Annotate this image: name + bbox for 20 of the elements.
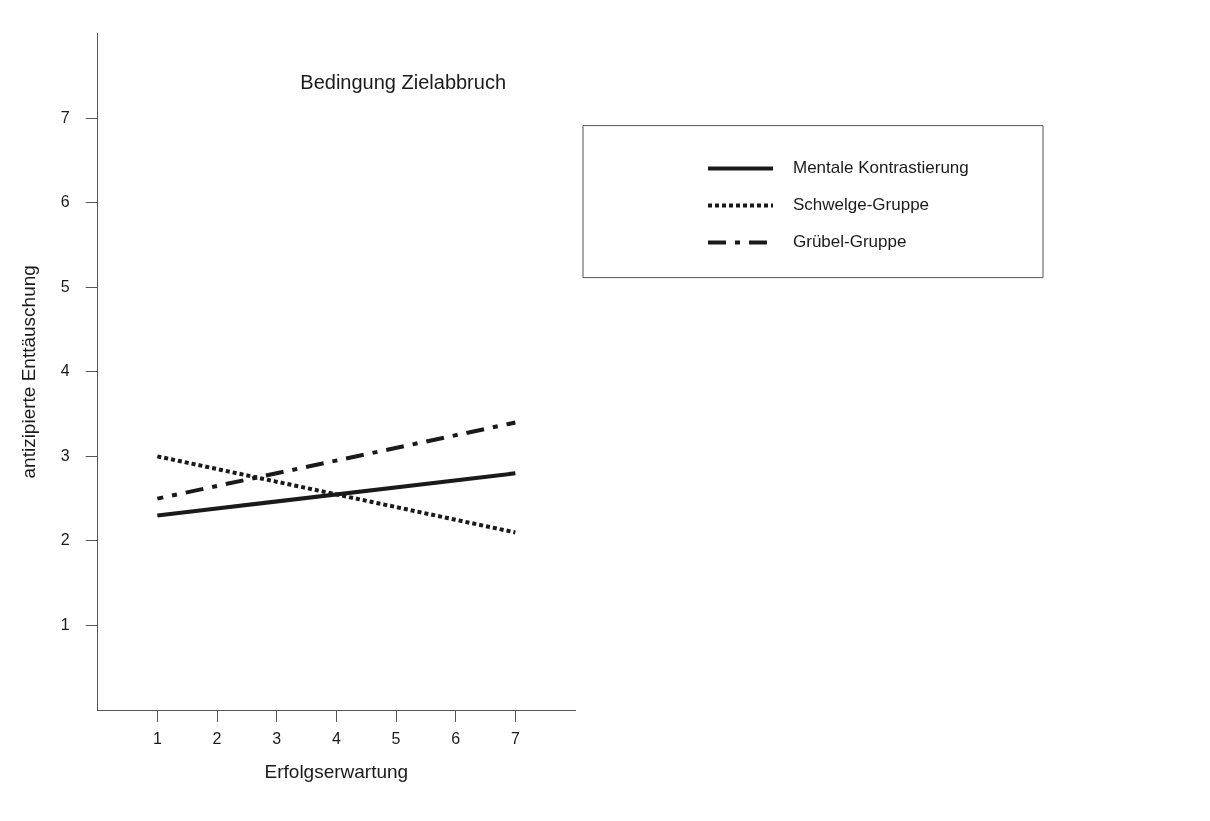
x-axis-title: Erfolgserwartung bbox=[264, 760, 409, 782]
x-tick-label: 5 bbox=[391, 730, 401, 748]
text: Bedingung Zielabbruch bbox=[300, 71, 507, 94]
y-tick-label: 5 bbox=[60, 277, 70, 295]
legend-label: Schwelge-Gruppe bbox=[793, 195, 930, 215]
x-tick-label: 3 bbox=[272, 730, 282, 748]
y-tick-label: 2 bbox=[60, 531, 70, 549]
x-tick-label: 6 bbox=[451, 730, 461, 748]
y-tick-label: 1 bbox=[60, 615, 70, 633]
y-axis-title: antizipierte Enttäuschung bbox=[17, 265, 39, 479]
legend-label: Grübel-Gruppe bbox=[793, 232, 907, 252]
legend-label: Mentale Kontrastierung bbox=[793, 158, 969, 178]
x-tick-label: 2 bbox=[212, 730, 222, 748]
y-tick-label: 4 bbox=[60, 362, 70, 380]
y-tick-label: 3 bbox=[60, 446, 70, 464]
x-tick-label: 7 bbox=[510, 730, 520, 748]
x-tick-label: 4 bbox=[331, 730, 341, 748]
y-tick-label: 6 bbox=[60, 193, 70, 211]
x-tick-label: 1 bbox=[152, 730, 162, 748]
y-tick-label: 7 bbox=[60, 108, 70, 126]
